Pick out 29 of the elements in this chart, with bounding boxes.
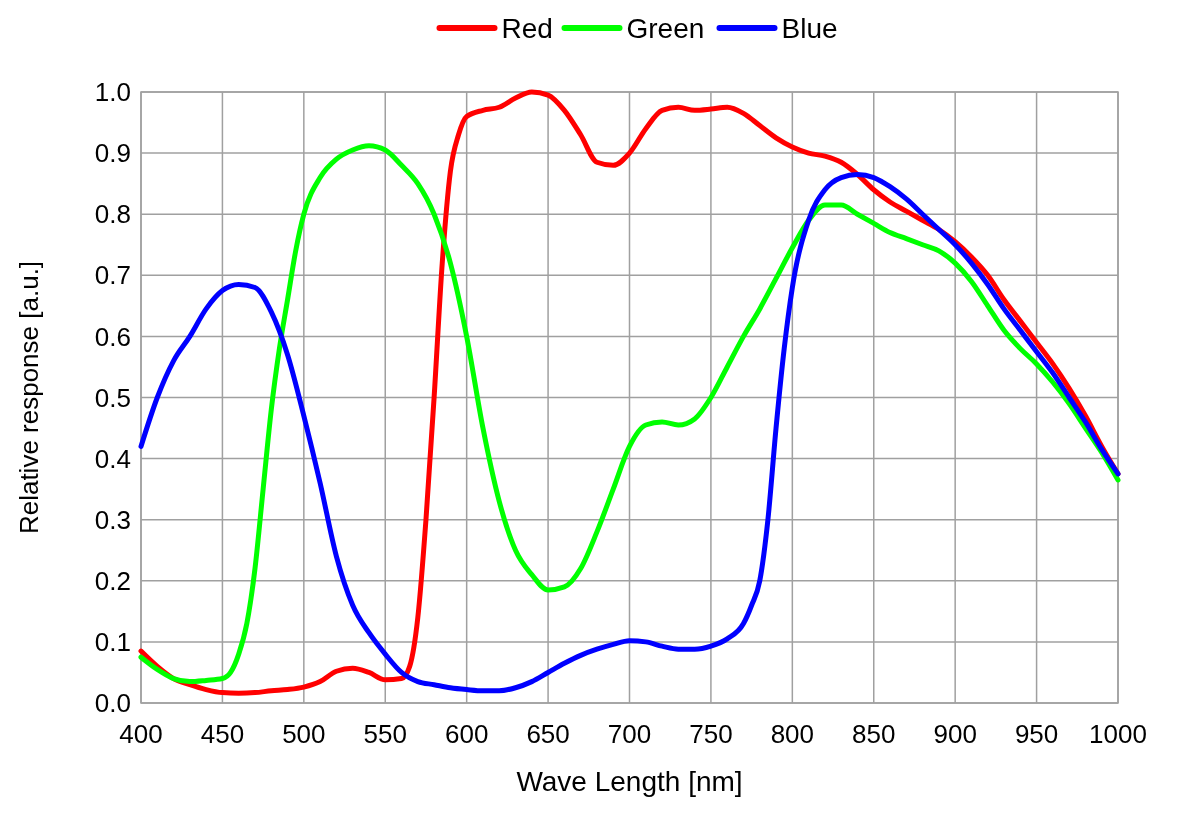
y-tick-label: 0.5 <box>94 382 131 413</box>
x-tick-label: 750 <box>689 719 733 749</box>
y-tick-label: 0.0 <box>94 688 131 719</box>
y-tick-label: 0.1 <box>94 627 131 657</box>
x-tick-label: 900 <box>933 719 977 749</box>
legend-label: Red <box>501 12 553 44</box>
y-tick-label: 0.4 <box>94 443 131 474</box>
x-tick-label: 650 <box>526 719 570 749</box>
x-tick-label: 400 <box>119 719 163 749</box>
x-tick-label: 1000 <box>1089 719 1147 749</box>
legend-label: Green <box>626 12 705 44</box>
x-tick-label: 950 <box>1014 719 1059 749</box>
y-tick-label: 0.3 <box>94 504 131 535</box>
x-tick-label: 550 <box>363 719 407 749</box>
y-tick-label: 0.2 <box>94 565 131 596</box>
x-tick-label: 850 <box>852 719 896 749</box>
x-tick-label: 450 <box>200 719 245 749</box>
x-axis-title: Wave Length [nm] <box>516 766 743 797</box>
y-axis-title: Relative response [a.u.] <box>14 260 44 535</box>
x-tick-label: 500 <box>282 719 326 749</box>
legend-label: Blue <box>781 12 838 44</box>
y-tick-label: 0.9 <box>94 138 131 169</box>
y-tick-label: 0.6 <box>94 321 131 352</box>
y-tick-label: 0.7 <box>94 260 131 291</box>
x-tick-label: 700 <box>607 719 652 749</box>
x-tick-label: 600 <box>444 719 489 749</box>
y-tick-label: 0.8 <box>94 199 131 230</box>
y-tick-label: 1.0 <box>94 77 131 108</box>
x-tick-label: 800 <box>770 719 815 749</box>
